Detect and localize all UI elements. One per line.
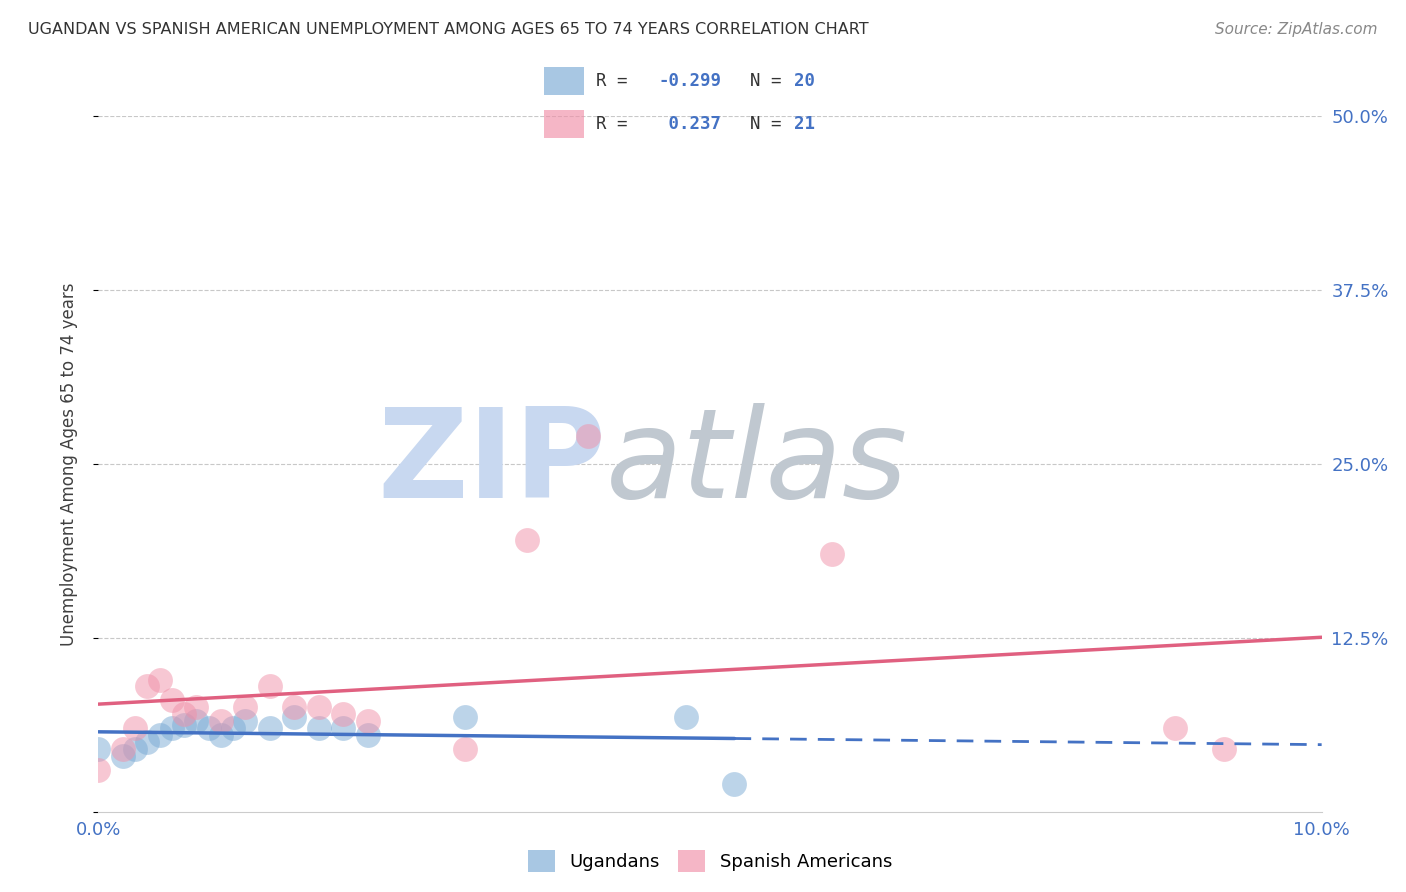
Point — [675, 710, 697, 724]
Point — [87, 742, 110, 756]
Text: R =: R = — [596, 115, 638, 133]
Point — [136, 680, 159, 694]
Text: 0.237: 0.237 — [658, 115, 721, 133]
Point — [160, 721, 183, 735]
Point — [186, 700, 208, 714]
Point — [149, 673, 172, 687]
Y-axis label: Unemployment Among Ages 65 to 74 years: Unemployment Among Ages 65 to 74 years — [59, 282, 77, 646]
Point — [356, 728, 378, 742]
Point — [111, 742, 134, 756]
Point — [1164, 721, 1187, 735]
Point — [332, 707, 354, 722]
Point — [87, 763, 110, 777]
FancyBboxPatch shape — [544, 67, 583, 95]
Point — [222, 721, 245, 735]
Point — [173, 718, 195, 732]
Point — [233, 700, 256, 714]
Text: UGANDAN VS SPANISH AMERICAN UNEMPLOYMENT AMONG AGES 65 TO 74 YEARS CORRELATION C: UGANDAN VS SPANISH AMERICAN UNEMPLOYMENT… — [28, 22, 869, 37]
Point — [283, 700, 305, 714]
Point — [356, 714, 378, 729]
Legend: Ugandans, Spanish Americans: Ugandans, Spanish Americans — [520, 843, 900, 880]
Point — [332, 721, 354, 735]
Point — [209, 728, 232, 742]
Point — [821, 547, 844, 561]
Point — [233, 714, 256, 729]
Text: 20: 20 — [794, 72, 815, 90]
Text: ZIP: ZIP — [377, 403, 606, 524]
Point — [111, 749, 134, 764]
Text: Source: ZipAtlas.com: Source: ZipAtlas.com — [1215, 22, 1378, 37]
Text: atlas: atlas — [606, 403, 908, 524]
Point — [516, 533, 538, 548]
Point — [160, 693, 183, 707]
Text: -0.299: -0.299 — [658, 72, 721, 90]
Point — [173, 707, 195, 722]
Point — [186, 714, 208, 729]
Point — [209, 714, 232, 729]
Point — [454, 742, 477, 756]
Point — [723, 777, 745, 791]
Point — [124, 721, 146, 735]
Point — [283, 710, 305, 724]
Point — [576, 429, 599, 443]
FancyBboxPatch shape — [544, 110, 583, 138]
Text: R =: R = — [596, 72, 638, 90]
Point — [197, 721, 219, 735]
Point — [259, 721, 281, 735]
Point — [259, 680, 281, 694]
Text: N =: N = — [730, 72, 792, 90]
Text: N =: N = — [730, 115, 792, 133]
Text: 21: 21 — [794, 115, 815, 133]
Point — [136, 735, 159, 749]
Point — [149, 728, 172, 742]
Point — [124, 742, 146, 756]
Point — [308, 700, 330, 714]
Point — [1212, 742, 1234, 756]
Point — [308, 721, 330, 735]
Point — [454, 710, 477, 724]
